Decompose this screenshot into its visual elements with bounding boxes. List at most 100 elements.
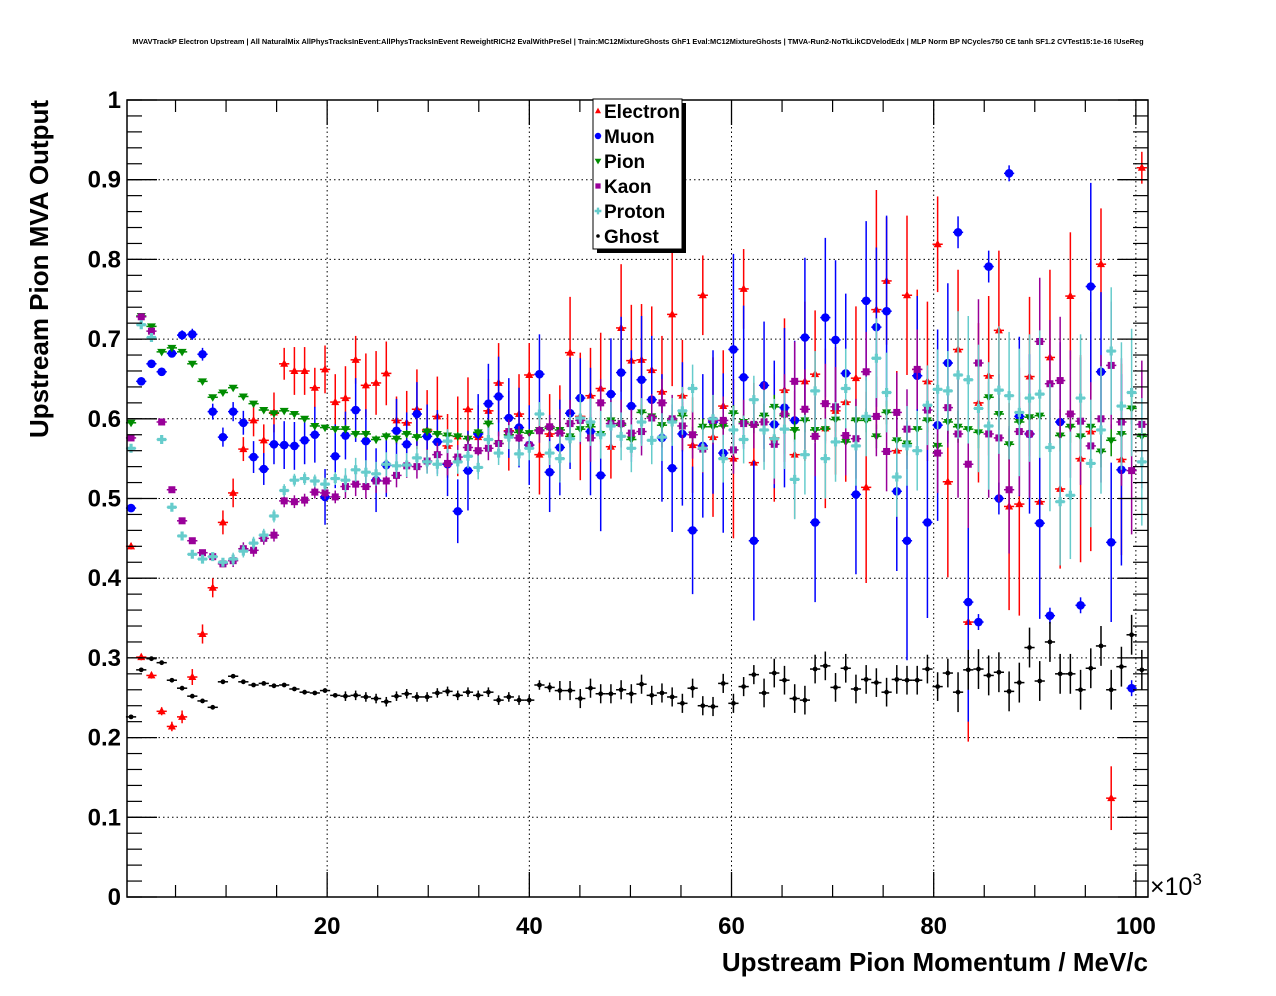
proton-marker <box>831 437 841 447</box>
data-point <box>238 410 249 435</box>
proton-marker <box>892 472 902 482</box>
data-point <box>789 418 800 442</box>
data-point <box>217 389 229 397</box>
data-point <box>391 434 402 444</box>
legend-kaon-icon <box>595 183 601 189</box>
ghost-marker <box>761 690 767 696</box>
pion-marker <box>300 415 310 424</box>
data-point <box>952 672 964 713</box>
proton-marker <box>1035 389 1045 399</box>
y-tick-label: 0.7 <box>88 326 121 353</box>
pion-marker <box>320 424 330 433</box>
pion-marker <box>279 407 289 416</box>
data-point <box>952 311 964 439</box>
data-point <box>228 552 239 566</box>
ghost-marker <box>751 672 757 678</box>
kaon-marker <box>597 399 605 407</box>
data-point <box>166 344 177 353</box>
data-point <box>258 424 269 457</box>
data-point <box>564 681 576 701</box>
data-point <box>636 398 647 446</box>
data-point <box>319 424 331 433</box>
proton-marker <box>371 469 381 479</box>
data-point <box>187 537 198 545</box>
proton-marker <box>596 430 606 440</box>
kaon-marker <box>658 399 666 407</box>
muon-marker <box>596 471 606 480</box>
data-point <box>738 415 749 464</box>
data-point <box>983 655 994 696</box>
muon-marker <box>535 369 544 379</box>
electron-marker <box>229 488 238 496</box>
data-point <box>779 389 790 470</box>
data-point <box>248 682 259 688</box>
electron-marker <box>1015 499 1024 508</box>
kaon-marker <box>301 496 309 504</box>
data-point <box>840 348 851 429</box>
data-point <box>187 693 198 699</box>
data-point <box>697 696 708 716</box>
electron-marker <box>943 477 952 485</box>
data-point <box>687 678 698 698</box>
data-point <box>238 393 249 401</box>
muon-marker <box>126 503 136 513</box>
proton-marker <box>494 448 504 458</box>
ghost-marker <box>965 667 971 673</box>
data-point <box>452 479 463 544</box>
ghost-marker <box>353 692 359 698</box>
data-point <box>166 677 177 683</box>
y-tick-label: 0.5 <box>88 486 121 513</box>
data-point <box>1014 662 1025 703</box>
ghost-marker <box>1139 667 1145 673</box>
data-point <box>381 696 392 707</box>
kaon-marker <box>199 549 207 557</box>
data-point <box>279 421 290 470</box>
legend-muon-icon <box>594 132 602 140</box>
muon-marker <box>1106 538 1116 547</box>
ghost-marker <box>1108 687 1114 693</box>
pion-marker <box>392 435 402 444</box>
data-point <box>493 441 504 466</box>
data-point <box>136 667 147 673</box>
muon-marker <box>963 597 973 607</box>
data-point <box>861 376 872 457</box>
muon-marker <box>228 407 238 416</box>
muon-marker <box>494 392 503 401</box>
muon-marker <box>1035 518 1045 528</box>
proton-marker <box>340 475 350 485</box>
legend-label: Electron <box>604 102 680 123</box>
pion-marker <box>157 348 167 357</box>
pion-marker <box>361 430 371 439</box>
ghost-marker <box>485 689 491 695</box>
ghost-marker <box>169 677 175 683</box>
legend-label: Ghost <box>604 227 660 248</box>
kaon-marker <box>290 498 298 506</box>
ghost-marker <box>598 691 604 697</box>
proton-marker <box>728 425 738 435</box>
kaon-marker <box>321 489 329 497</box>
data-point <box>932 672 943 701</box>
data-point <box>330 490 341 504</box>
electron-marker <box>668 309 677 318</box>
data-point <box>350 429 361 439</box>
data-point <box>136 652 147 661</box>
data-point <box>1106 287 1117 415</box>
data-point <box>452 449 463 474</box>
data-point <box>697 424 708 473</box>
proton-marker <box>667 417 677 427</box>
data-point <box>575 688 586 709</box>
data-point <box>1024 334 1035 462</box>
data-point <box>687 466 698 595</box>
data-point <box>401 453 412 477</box>
electron-marker <box>239 444 248 453</box>
ghost-marker <box>700 703 706 709</box>
data-point <box>1095 626 1107 666</box>
y-tick-label: 0.6 <box>88 406 121 433</box>
data-point <box>942 658 953 688</box>
data-point <box>207 552 218 562</box>
data-point <box>646 685 657 705</box>
x-tick-label: 40 <box>516 913 543 940</box>
kaon-marker <box>842 432 850 440</box>
proton-marker <box>453 457 463 467</box>
ghost-marker <box>240 679 246 685</box>
